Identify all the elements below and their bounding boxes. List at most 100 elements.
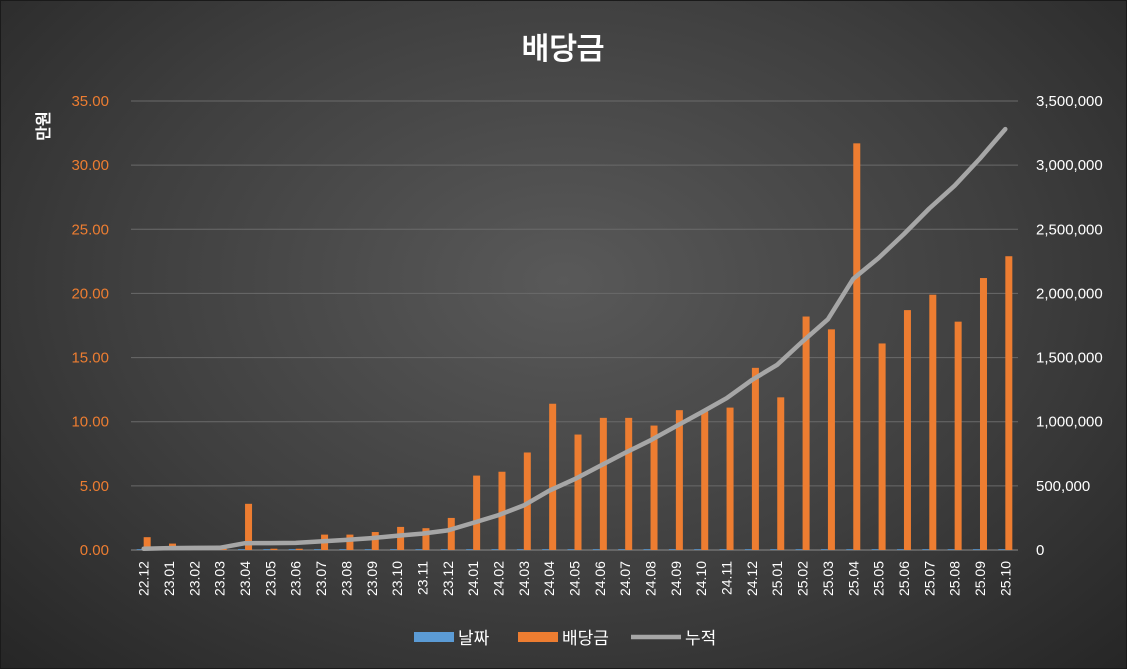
- dividend-bar: [802, 316, 810, 550]
- date-bar: [719, 549, 727, 550]
- date-bar: [364, 549, 372, 550]
- cumulative-line: [141, 126, 1008, 551]
- legend-date-label: 날짜: [458, 629, 490, 649]
- x-tick-label: 24.10: [693, 561, 709, 596]
- date-bar: [516, 549, 524, 550]
- date-bar: [415, 549, 423, 550]
- x-tick-label: 25.09: [972, 561, 988, 596]
- gridlines: [131, 100, 1018, 551]
- x-tick-label: 24.09: [668, 561, 684, 596]
- x-tick-label: 23.01: [161, 561, 177, 596]
- x-tick-label: 25.06: [896, 561, 912, 596]
- dividend-bar: [245, 503, 253, 550]
- date-bar: [744, 549, 752, 550]
- right-tick-label: 1,500,000: [1036, 350, 1103, 367]
- date-bar: [947, 549, 955, 550]
- legend-dividend-label: 배당금: [562, 629, 609, 649]
- dividend-bar: [422, 528, 430, 550]
- date-bar: [136, 549, 144, 550]
- date-bar: [668, 549, 676, 550]
- dividend-bar: [777, 397, 785, 550]
- date-bar: [694, 549, 702, 550]
- left-tick-label: 15.00: [71, 350, 109, 367]
- x-tick-label: 25.01: [769, 561, 785, 596]
- right-tick-label: 2,500,000: [1036, 221, 1103, 238]
- date-bar: [795, 549, 803, 550]
- legend-date-swatch: [414, 632, 454, 642]
- chart-title: 배당금: [522, 32, 605, 67]
- x-tick-label: 24.06: [592, 561, 608, 596]
- right-tick-label: 0: [1036, 542, 1044, 559]
- dividend-bar: [295, 548, 303, 550]
- x-tick-label: 25.07: [921, 561, 937, 596]
- dividend-bar: [675, 410, 683, 550]
- left-tick-label: 30.00: [71, 157, 109, 174]
- dividend-bar: [625, 417, 633, 550]
- x-tick-label: 24.01: [465, 561, 481, 596]
- x-tick-label: 23.08: [338, 561, 354, 596]
- dividend-bar: [853, 143, 861, 550]
- left-tick-label: 35.00: [71, 93, 109, 110]
- dividend-bar: [726, 407, 734, 550]
- dividend-bar: [397, 526, 405, 550]
- x-tick-label: 24.04: [541, 561, 557, 596]
- date-bar: [542, 549, 550, 550]
- date-bar: [339, 549, 347, 550]
- date-bar: [871, 549, 879, 550]
- x-tick-label: 25.08: [947, 561, 963, 596]
- x-tick-label: 25.04: [845, 561, 861, 596]
- dividend-bar: [143, 537, 151, 550]
- date-bar: [238, 549, 246, 550]
- right-tick-label: 500,000: [1036, 478, 1090, 495]
- dividend-bar: [473, 475, 481, 550]
- date-bar: [288, 549, 296, 550]
- dividend-bar: [574, 434, 582, 550]
- right-axis-ticks: 0 500,000 1,000,000 1,500,000 2,000,000 2,500…: [1036, 93, 1103, 559]
- y-axis-label: 만원: [34, 111, 53, 140]
- left-axis-ticks: 0.00 5.00 10.00 15.00 20.00 25.00 30.00 35.00: [71, 93, 109, 559]
- left-tick-label: 5.00: [80, 478, 109, 495]
- dividend-bar: [751, 367, 759, 550]
- x-tick-label: 24.03: [516, 561, 532, 596]
- x-tick-label: 25.10: [997, 561, 1013, 596]
- left-tick-label: 10.00: [71, 414, 109, 431]
- cumulative-line-layer: [141, 126, 1008, 551]
- left-tick-label: 25.00: [71, 221, 109, 238]
- x-tick-label: 23.04: [237, 561, 253, 596]
- date-bar: [592, 549, 600, 550]
- date-bar: [998, 549, 1006, 550]
- dividend-bar: [447, 517, 455, 550]
- date-bar: [643, 549, 651, 550]
- x-tick-label: 24.05: [567, 561, 583, 596]
- date-bar: [263, 549, 271, 550]
- date-bar: [922, 549, 930, 550]
- dividend-bar: [929, 294, 937, 550]
- x-tick-label: 25.03: [820, 561, 836, 596]
- left-tick-label: 0.00: [80, 542, 109, 559]
- right-tick-label: 3,000,000: [1036, 157, 1103, 174]
- x-tick-label: 25.05: [871, 561, 887, 596]
- x-tick-label: 23.10: [389, 561, 405, 596]
- x-tick-label: 23.09: [364, 561, 380, 596]
- date-bar: [972, 549, 980, 550]
- right-tick-label: 2,000,000: [1036, 285, 1103, 302]
- dividend-bar: [346, 534, 354, 550]
- dividend-bar: [979, 278, 987, 550]
- date-bar: [390, 549, 398, 550]
- date-bar: [491, 549, 499, 550]
- date-bar: [820, 549, 828, 550]
- x-tick-label: 24.02: [490, 561, 506, 596]
- x-tick-label: 23.02: [186, 561, 202, 596]
- date-bar: [567, 549, 575, 550]
- dividend-bar: [650, 425, 658, 550]
- legend: 날짜 배당금 누적: [414, 629, 716, 649]
- legend-dividend-swatch: [518, 632, 558, 642]
- bars: [136, 143, 1013, 550]
- date-bar: [846, 549, 854, 550]
- x-tick-label: 23.03: [212, 561, 228, 596]
- legend-cumulative-label: 누적: [685, 629, 716, 649]
- dividend-bar: [701, 411, 709, 550]
- right-tick-label: 1,000,000: [1036, 414, 1103, 431]
- dividend-bar: [827, 329, 835, 550]
- x-tick-label: 24.07: [617, 561, 633, 596]
